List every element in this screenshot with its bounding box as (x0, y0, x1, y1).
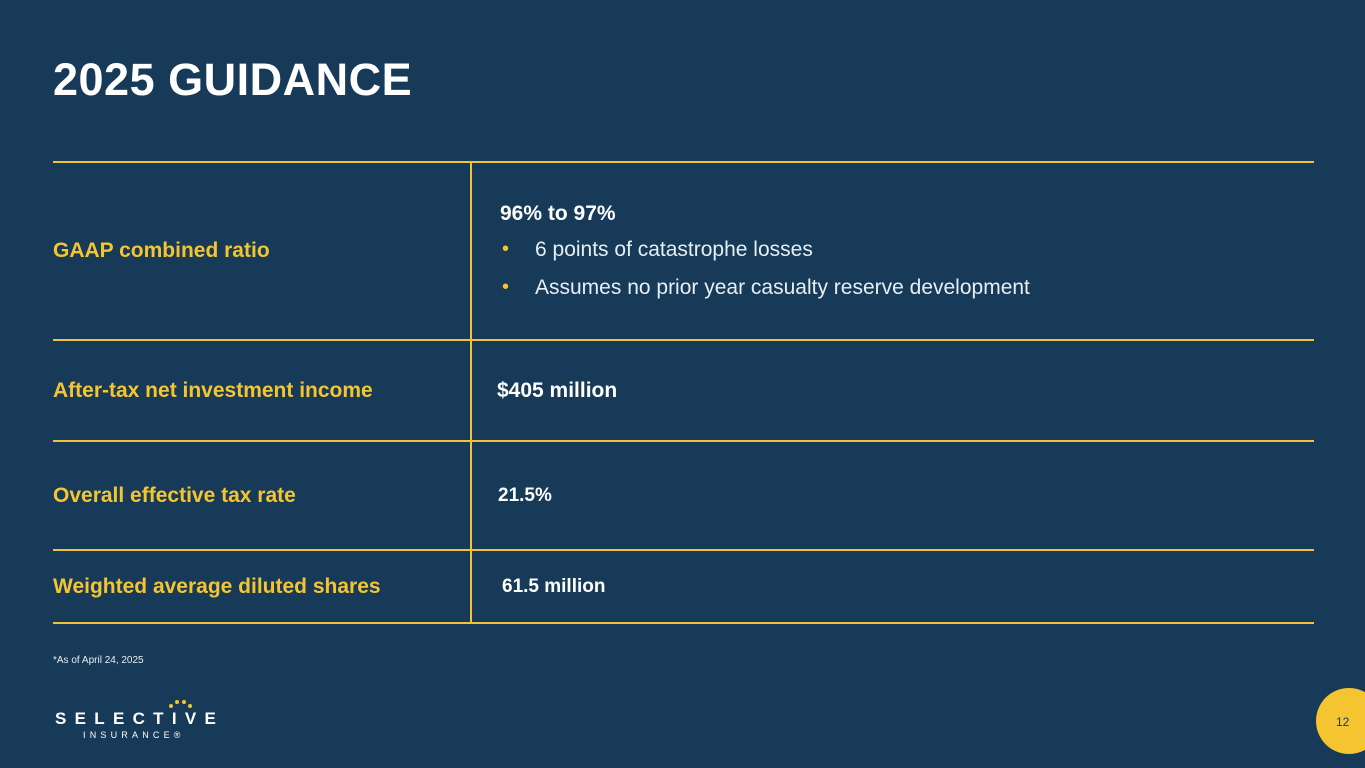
row-value-cell: $405 million (472, 341, 1314, 440)
guidance-table: GAAP combined ratio 96% to 97% • 6 point… (53, 161, 1314, 624)
logo-dots-icon (169, 700, 192, 708)
row-label: GAAP combined ratio (53, 163, 472, 339)
table-row: Overall effective tax rate 21.5% (53, 442, 1314, 551)
selective-logo: SELECTIVE INSURANCE® (55, 699, 216, 743)
table-row: GAAP combined ratio 96% to 97% • 6 point… (53, 163, 1314, 341)
row-value-cell: 61.5 million (472, 551, 1314, 622)
logo-wordmark: SELECTIVE (55, 709, 225, 728)
row-label: Overall effective tax rate (53, 442, 472, 549)
row-value: 96% to 97% (500, 202, 616, 225)
row-label: Weighted average diluted shares (53, 551, 472, 622)
row-value: $405 million (497, 378, 618, 402)
footnote: *As of April 24, 2025 (53, 655, 144, 666)
bullet-item: • Assumes no prior year casualty reserve… (500, 276, 1314, 300)
bullet-item: • 6 points of catastrophe losses (500, 238, 1314, 262)
bullet-text: Assumes no prior year casualty reserve d… (535, 276, 1030, 299)
bullet-list: • 6 points of catastrophe losses • Assum… (500, 238, 1314, 300)
logo-subtitle: INSURANCE® (83, 730, 185, 740)
row-value-cell: 96% to 97% • 6 points of catastrophe los… (472, 163, 1314, 339)
bullet-icon: • (502, 238, 510, 260)
page-title: 2025 GUIDANCE (53, 54, 413, 105)
page-number-badge (1316, 688, 1365, 754)
row-value-cell: 21.5% (472, 442, 1314, 549)
bullet-icon: • (502, 276, 510, 298)
row-value: 21.5% (498, 484, 552, 506)
page-number: 12 (1336, 715, 1350, 729)
row-value: 61.5 million (502, 575, 606, 597)
bullet-text: 6 points of catastrophe losses (535, 238, 813, 261)
table-row: After-tax net investment income $405 mil… (53, 341, 1314, 442)
row-label: After-tax net investment income (53, 341, 472, 440)
table-row: Weighted average diluted shares 61.5 mil… (53, 551, 1314, 624)
